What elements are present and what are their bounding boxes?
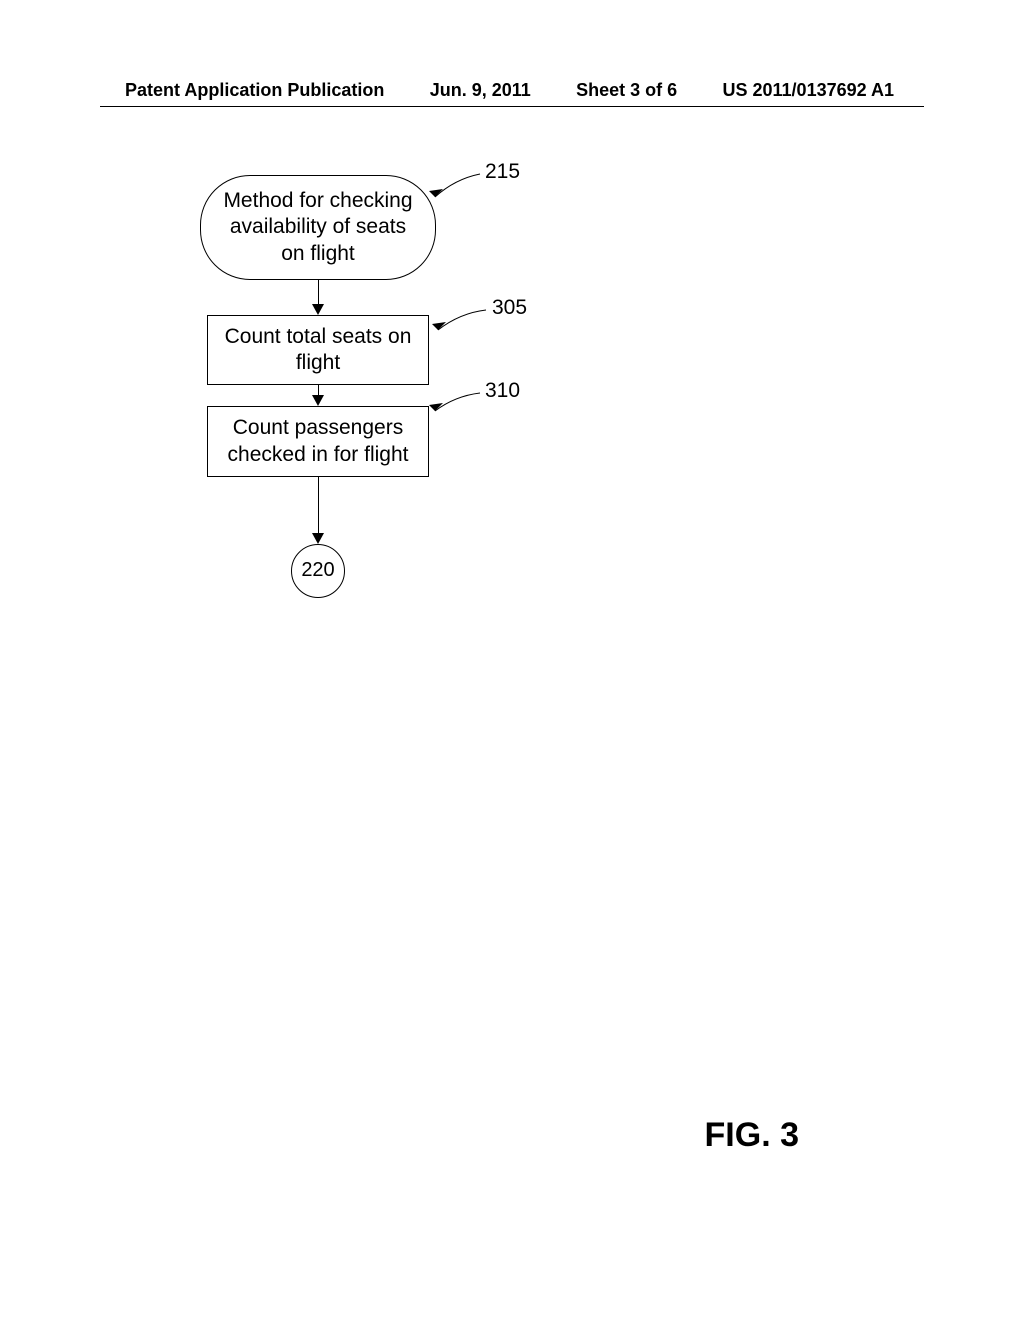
flowchart: 215 305 310 Method for checking availabi… <box>0 175 1024 598</box>
arrow-line <box>318 477 319 533</box>
arrow-2 <box>312 385 324 406</box>
ref-label-215: 215 <box>485 160 520 184</box>
flowchart-inner: 215 305 310 Method for checking availabi… <box>200 175 650 598</box>
ref-label-305: 305 <box>492 296 527 320</box>
arrow-head-icon <box>312 395 324 406</box>
header-publication: Patent Application Publication <box>125 80 384 101</box>
node-text: 220 <box>301 559 334 582</box>
node-connector-end: 220 <box>291 544 345 598</box>
node-text: Count total seats on flight <box>225 325 412 374</box>
node-process-count-passengers: Count passengers checked in for flight <box>207 406 429 477</box>
arrow-line <box>318 280 319 304</box>
header-rule <box>100 106 924 107</box>
leader-215 <box>425 171 485 201</box>
node-process-count-seats: Count total seats on flight <box>207 315 429 386</box>
arrow-1 <box>312 280 324 315</box>
header-pubnum: US 2011/0137692 A1 <box>723 80 894 101</box>
flow-column: Method for checking availability of seat… <box>200 175 436 598</box>
node-terminal-start: Method for checking availability of seat… <box>200 175 436 280</box>
node-text: Method for checking availability of seat… <box>223 189 412 265</box>
page-header: Patent Application Publication Jun. 9, 2… <box>0 80 1024 101</box>
leader-310 <box>425 390 485 416</box>
figure-label: FIG. 3 <box>705 1116 799 1155</box>
leader-305 <box>428 307 493 335</box>
arrow-head-icon <box>312 304 324 315</box>
arrow-line <box>318 385 319 395</box>
arrow-head-icon <box>312 533 324 544</box>
header-sheet: Sheet 3 of 6 <box>576 80 677 101</box>
arrow-3 <box>312 477 324 544</box>
ref-label-310: 310 <box>485 379 520 403</box>
header-date: Jun. 9, 2011 <box>430 80 531 101</box>
node-text: Count passengers checked in for flight <box>228 416 409 465</box>
